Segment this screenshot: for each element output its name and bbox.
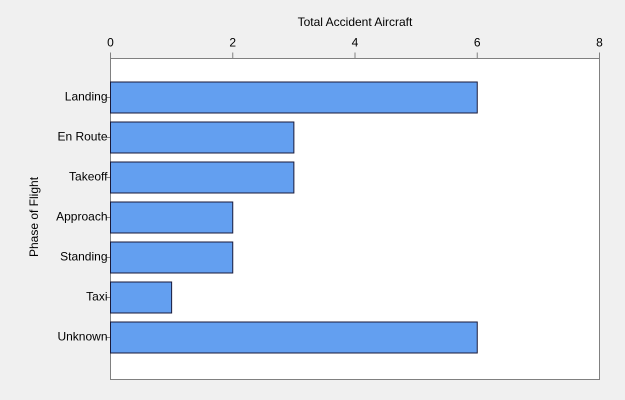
y-tick-label: Approach — [56, 210, 107, 224]
x-tick-label: 6 — [474, 36, 481, 50]
y-tick-label: En Route — [57, 130, 107, 144]
y-tick-label: Unknown — [57, 330, 107, 344]
x-tick-label: 0 — [107, 36, 114, 50]
x-tick-label: 8 — [596, 36, 603, 50]
y-tick-label: Taxi — [86, 290, 107, 304]
y-tick-label: Landing — [65, 90, 108, 104]
x-tick-label: 2 — [229, 36, 236, 50]
bar — [110, 121, 295, 154]
x-tick-label: 4 — [352, 36, 359, 50]
bar — [110, 321, 478, 354]
bar — [110, 201, 234, 234]
bar — [110, 241, 234, 274]
bar — [110, 81, 478, 114]
x-axis-title: Total Accident Aircraft — [298, 15, 413, 29]
y-tick-label: Standing — [60, 250, 107, 264]
bar — [110, 281, 173, 314]
y-tick-label: Takeoff — [69, 170, 108, 184]
bar — [110, 161, 295, 194]
y-axis-title: Phase of Flight — [27, 176, 41, 257]
